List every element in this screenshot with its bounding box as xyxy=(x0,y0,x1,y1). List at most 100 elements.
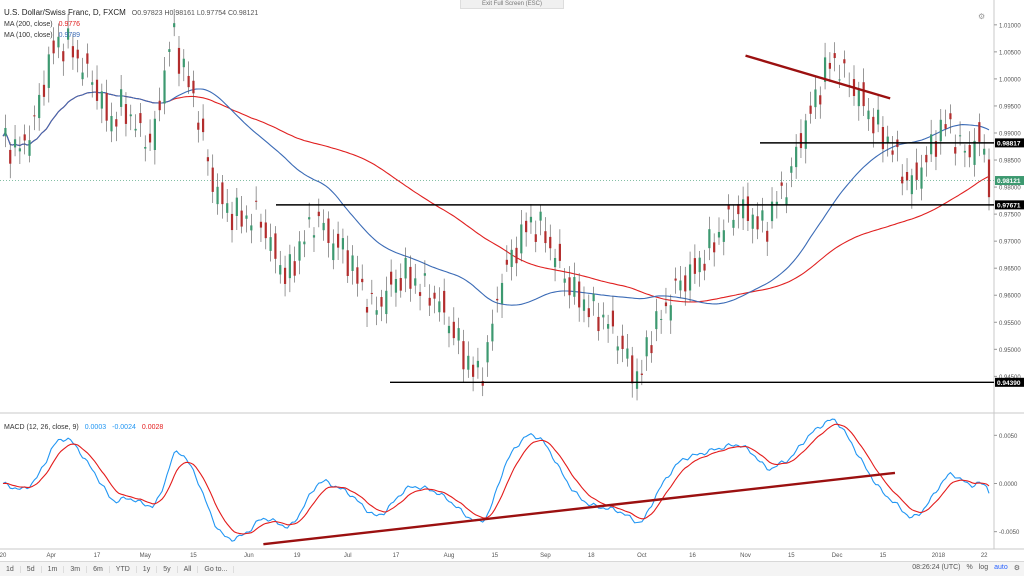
candle-body xyxy=(467,355,470,370)
candle-body xyxy=(862,82,865,107)
candle-body xyxy=(182,58,185,68)
ohlc-l: L0.97754 xyxy=(196,10,228,17)
candle-body xyxy=(462,341,465,370)
price-label-box xyxy=(995,138,1024,148)
candle-body xyxy=(317,211,320,217)
candle-body xyxy=(71,46,75,58)
candle-body xyxy=(732,219,735,228)
candle-body xyxy=(361,278,364,283)
candle-body xyxy=(746,196,750,221)
time-tick-label: 15 xyxy=(190,553,197,559)
settings-icon[interactable]: ⚙ xyxy=(1013,565,1020,572)
candle-body xyxy=(645,337,648,357)
candle-body xyxy=(38,94,41,119)
price-tick-label: 0.96000 xyxy=(999,294,1021,300)
macd-label: MACD (12, 26, close, 9) xyxy=(4,424,79,431)
candle-body xyxy=(115,119,118,127)
candle-body xyxy=(476,360,480,368)
auto-toggle[interactable]: auto xyxy=(994,564,1008,571)
macd-trendline xyxy=(263,471,896,546)
price-trendline xyxy=(745,54,891,100)
timeframe-button[interactable]: Go to... xyxy=(198,565,235,573)
candle-body xyxy=(742,199,745,219)
candle-body xyxy=(76,49,79,59)
time-tick-label: 17 xyxy=(393,553,400,559)
time-tick-label: 16 xyxy=(689,553,696,559)
price-tick-label: 0.95500 xyxy=(999,321,1021,327)
timeframe-button[interactable]: YTD xyxy=(110,565,137,573)
candle-body xyxy=(602,314,605,318)
log-toggle[interactable]: log xyxy=(978,564,989,571)
candle-body xyxy=(100,91,103,109)
exit-fullscreen-button[interactable]: Exit Full Screen (ESC) xyxy=(460,0,564,9)
candle-body xyxy=(390,271,393,285)
timeframe-button[interactable]: 5d xyxy=(21,565,42,573)
macd-hist-value: 0.0028 xyxy=(141,424,164,431)
candle-body xyxy=(57,36,60,48)
candle-body xyxy=(891,150,894,155)
candle-body xyxy=(525,220,528,233)
candle-body xyxy=(491,323,494,342)
candle-body xyxy=(968,145,971,158)
candle-body xyxy=(341,238,345,250)
candle-body xyxy=(201,118,205,133)
candle-body xyxy=(958,135,962,137)
candle-body xyxy=(4,127,7,137)
candle-body xyxy=(833,53,836,59)
candle-body xyxy=(274,233,277,259)
time-tick-label: 2018 xyxy=(932,553,946,559)
macd-tick-label: 0.0050 xyxy=(999,434,1018,440)
candle-body xyxy=(394,278,398,293)
time-tick-label: 17 xyxy=(94,553,101,559)
candle-body xyxy=(312,235,316,238)
candle-body xyxy=(568,277,571,296)
candle-body xyxy=(197,122,200,130)
candle-body xyxy=(785,197,788,206)
timeframe-button[interactable]: 3m xyxy=(64,565,88,573)
timeframe-button[interactable]: 5y xyxy=(157,565,178,573)
price-tick-label: 0.99000 xyxy=(999,131,1021,137)
candle-body xyxy=(828,62,831,69)
price-label: 0.98121 xyxy=(997,178,1021,185)
candle-body xyxy=(727,205,730,210)
candle-body xyxy=(978,122,981,142)
ma200-line xyxy=(2,91,990,303)
candle-body xyxy=(669,305,672,321)
candle-body xyxy=(346,250,349,276)
candle-body xyxy=(235,197,238,216)
price-label-box xyxy=(995,377,1024,387)
candle-body xyxy=(587,308,590,318)
candle-body xyxy=(930,134,933,155)
candle-body xyxy=(283,267,287,284)
timeframe-button[interactable]: 6m xyxy=(87,565,110,573)
candle-body xyxy=(187,75,190,88)
candle-body xyxy=(481,381,484,386)
timeframe-button[interactable]: All xyxy=(178,565,199,573)
candle-body xyxy=(693,258,696,274)
timeframe-button[interactable]: 1y xyxy=(137,565,158,573)
candle-body xyxy=(775,201,778,206)
price-chart[interactable]: 1.01000 1.00500 1.00000 0.99500 0.99000 0.985… xyxy=(0,0,1024,561)
candle-body xyxy=(86,53,89,64)
timeframe-button[interactable]: 1m xyxy=(42,565,65,573)
candle-body xyxy=(592,293,595,302)
settings-gear-icon[interactable]: ⚙ xyxy=(978,12,986,21)
candle-body xyxy=(418,292,422,296)
candle-body xyxy=(838,79,841,81)
time-tick-label: 15 xyxy=(880,553,887,559)
candle-body xyxy=(640,373,643,375)
candle-body xyxy=(42,84,46,97)
candle-body xyxy=(698,257,701,273)
candle-body xyxy=(684,275,687,292)
candle-body xyxy=(915,162,918,180)
candle-body xyxy=(611,310,615,327)
candle-body xyxy=(95,79,99,101)
time-tick-label: Aug xyxy=(444,553,455,559)
candle-body xyxy=(308,217,311,220)
timeframe-button[interactable]: 1d xyxy=(0,565,21,573)
candle-body xyxy=(91,82,94,85)
price-tick-label: 0.95000 xyxy=(999,348,1021,354)
percent-toggle[interactable]: % xyxy=(966,564,973,571)
candle-body xyxy=(211,167,214,192)
candle-body xyxy=(303,241,306,245)
